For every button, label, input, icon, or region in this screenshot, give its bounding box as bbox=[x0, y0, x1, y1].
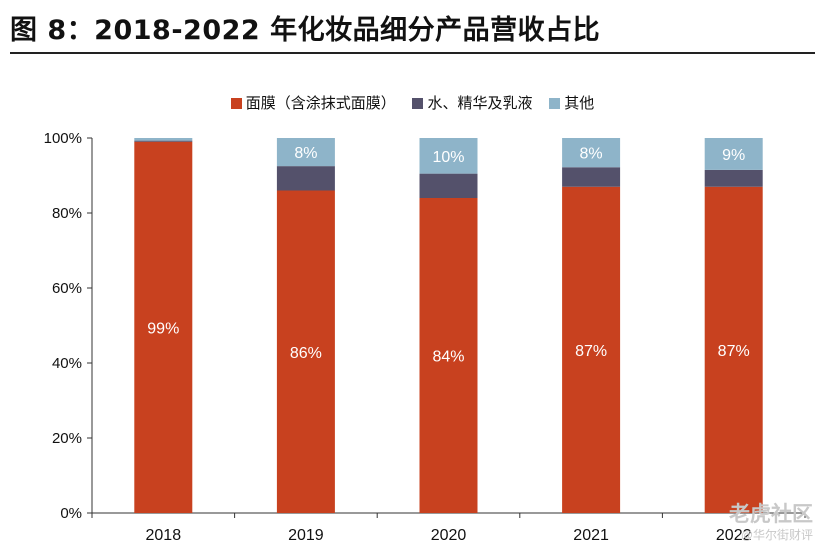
data-label: 86% bbox=[290, 345, 322, 362]
watermark-main: 老虎社区 bbox=[729, 503, 813, 526]
data-label: 99% bbox=[147, 320, 179, 337]
x-tick-label: 2018 bbox=[146, 527, 182, 544]
x-tick-label: 2020 bbox=[431, 527, 467, 544]
bar-segment bbox=[276, 138, 335, 167]
bar-segment bbox=[134, 141, 193, 513]
bar-segment bbox=[704, 169, 763, 187]
y-tick-label: 80% bbox=[52, 205, 82, 222]
bar-segment bbox=[562, 167, 621, 187]
y-tick-label: 60% bbox=[52, 280, 82, 297]
bar-segment bbox=[704, 138, 763, 170]
y-tick-label: 0% bbox=[60, 505, 82, 522]
y-tick-label: 40% bbox=[52, 355, 82, 372]
bar-segment bbox=[276, 190, 335, 513]
legend-item-other: 其他 bbox=[549, 92, 594, 113]
bar-segment bbox=[562, 138, 621, 168]
y-tick-label: 100% bbox=[44, 130, 82, 147]
legend-item-lotion: 水、精华及乳液 bbox=[412, 92, 533, 113]
bar-segment bbox=[276, 166, 335, 191]
data-label: 87% bbox=[718, 343, 750, 360]
legend-swatch-lotion bbox=[412, 98, 424, 109]
legend-label-lotion: 水、精华及乳液 bbox=[427, 94, 533, 112]
bar-segment bbox=[134, 138, 193, 141]
x-tick-label: 2022 bbox=[716, 527, 752, 544]
title-underline bbox=[10, 52, 815, 54]
data-label: 8% bbox=[294, 145, 317, 162]
legend-swatch-other bbox=[549, 98, 561, 109]
data-label: 10% bbox=[432, 149, 464, 166]
bar-segment bbox=[419, 173, 478, 198]
legend-label-other: 其他 bbox=[564, 94, 595, 112]
bar-segment bbox=[562, 186, 621, 513]
y-tick-label: 20% bbox=[52, 430, 82, 447]
figure-title: 图 8：2018-2022 年化妆品细分产品营收占比 bbox=[10, 15, 601, 46]
legend-swatch-mask bbox=[230, 98, 242, 109]
bar-segment bbox=[419, 198, 478, 513]
legend-item-mask: 面膜（含涂抹式面膜） bbox=[230, 92, 396, 113]
x-tick-label: 2021 bbox=[573, 527, 609, 544]
data-label: 87% bbox=[575, 343, 607, 360]
watermark-sub: @华尔街财评 bbox=[740, 528, 813, 542]
bar-segment bbox=[704, 186, 763, 513]
bar-segment bbox=[134, 140, 193, 142]
chart-legend: 面膜（含涂抹式面膜） 水、精华及乳液 其他 bbox=[0, 92, 825, 113]
data-label: 9% bbox=[722, 147, 745, 164]
x-tick-label: 2019 bbox=[288, 527, 324, 544]
legend-label-mask: 面膜（含涂抹式面膜） bbox=[245, 94, 396, 112]
data-label: 84% bbox=[432, 349, 464, 366]
bar-segment bbox=[419, 138, 478, 174]
data-label: 8% bbox=[580, 146, 603, 163]
watermark: 老虎社区 @华尔街财评 bbox=[729, 498, 813, 543]
